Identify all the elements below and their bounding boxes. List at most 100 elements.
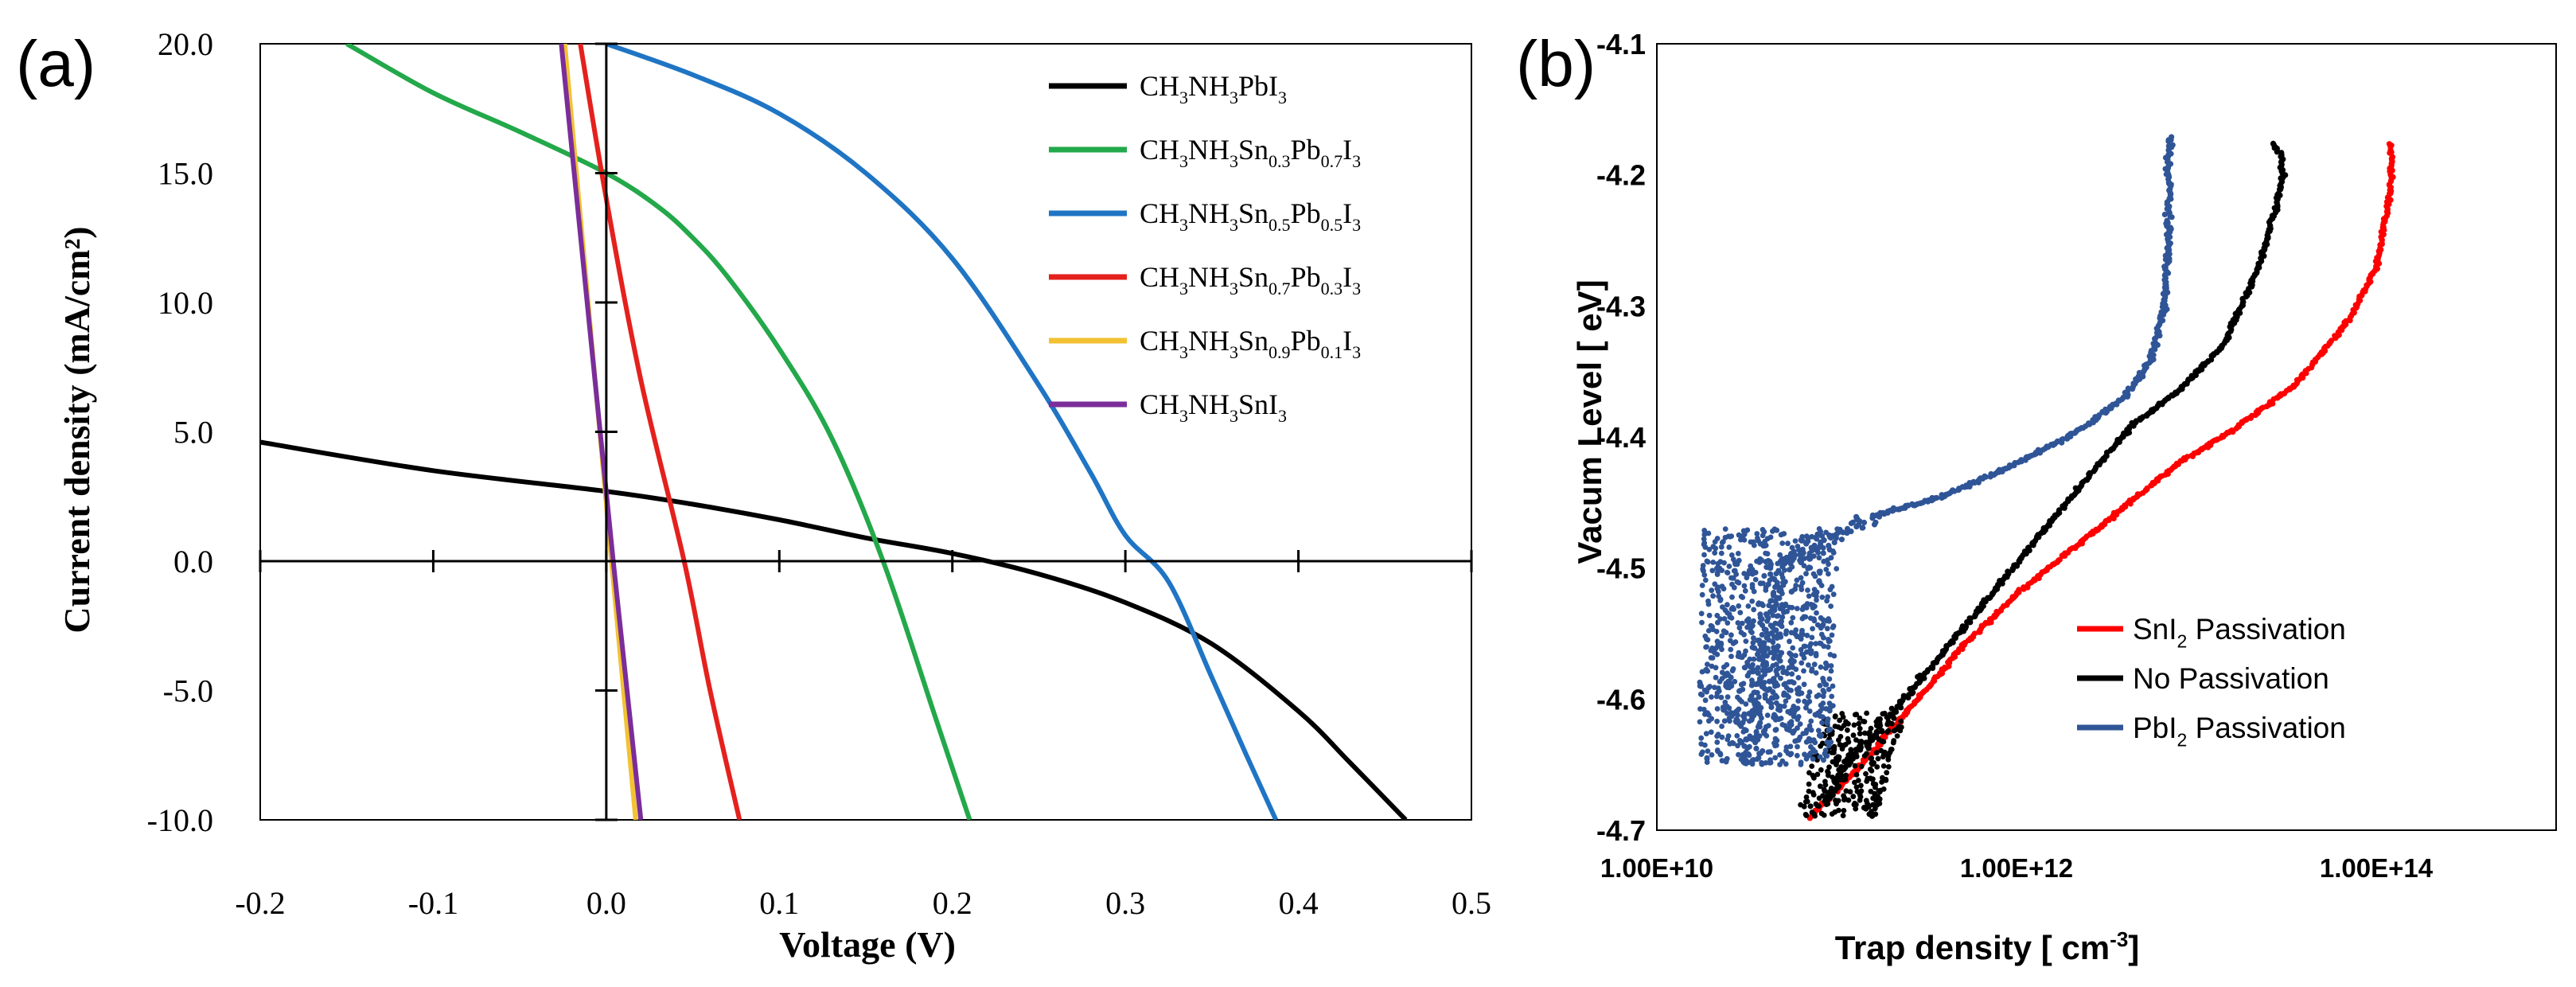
panel-b-scatter-point bbox=[1754, 531, 1760, 536]
panel-b-scatter-point bbox=[1820, 693, 1826, 700]
panel-b-scatter-point bbox=[1777, 657, 1783, 664]
panel-b-scatter-point bbox=[1714, 565, 1720, 572]
panel-a-legend-label: CH3NH3Sn0.9Pb0.1I3 bbox=[1140, 325, 1361, 362]
panel-b-scatter-point bbox=[1726, 611, 1732, 618]
panel-b-scatter-point bbox=[1729, 594, 1735, 600]
panel-b-scatter-point bbox=[1818, 583, 1825, 588]
panel-b-scatter-point bbox=[1801, 563, 1807, 568]
panel-b-scatter-point bbox=[1806, 550, 1813, 556]
panel-b-scatter-point bbox=[1877, 787, 1884, 794]
panel-b-scatter-point bbox=[1762, 695, 1768, 701]
panel-b-scatter-point bbox=[1803, 704, 1809, 711]
panel-b-scatter-point bbox=[2095, 413, 2102, 419]
panel-b-scatter-point bbox=[1738, 756, 1744, 763]
panel-b-scatter-point bbox=[1699, 619, 1705, 626]
panel-b-series-dots-2 bbox=[1798, 140, 2289, 819]
panel-b-scatter-point bbox=[1835, 785, 1841, 791]
panel-b-scatter-point bbox=[1757, 724, 1763, 730]
panel-b-scatter-point bbox=[1806, 788, 1812, 794]
panel-b-scatter-point bbox=[1763, 733, 1770, 739]
panel-b-scatter-point bbox=[1900, 692, 1907, 699]
panel-b-scatter-point bbox=[1829, 811, 1835, 817]
panel-b-scatter-point bbox=[1763, 587, 1769, 593]
panel-b-scatter-point bbox=[1794, 606, 1800, 611]
panel-b-scatter-point bbox=[1704, 755, 1710, 761]
panel-b-scatter-point bbox=[1718, 694, 1724, 700]
panel-b-scatter-point bbox=[1799, 651, 1805, 657]
panel-b-scatter-point bbox=[1808, 727, 1814, 733]
panel-a-label: (a) bbox=[16, 28, 95, 100]
panel-b-scatter-point bbox=[1788, 688, 1795, 693]
panel-b-scatter-point bbox=[1948, 638, 1955, 645]
panel-b-scatter-point bbox=[1749, 582, 1756, 587]
panel-b-scatter-point bbox=[1705, 628, 1712, 634]
panel-b-scatter-point bbox=[1781, 692, 1787, 698]
panel-b-scatter-point bbox=[1818, 664, 1824, 670]
panel-b-scatter-point bbox=[1879, 728, 1885, 734]
panel-b-scatter-point bbox=[1756, 600, 1762, 606]
panel-b-scatter-point bbox=[1875, 755, 1881, 762]
panel-b-scatter-point bbox=[1779, 591, 1785, 597]
panel-b-scatter-point bbox=[1771, 740, 1777, 746]
panel-b-scatter-point bbox=[2188, 373, 2195, 379]
panel-b-scatter-point bbox=[1748, 624, 1755, 630]
panel-b-scatter-point bbox=[1761, 529, 1767, 535]
panel-b-scatter-point bbox=[1705, 661, 1710, 667]
panel-b-scatter-point bbox=[2386, 141, 2392, 147]
panel-b-scatter-point bbox=[1813, 641, 1819, 646]
panel-b-scatter-point bbox=[1714, 612, 1721, 618]
panel-b-scatter-point bbox=[1715, 731, 1721, 738]
panel-b-scatter-point bbox=[1843, 788, 1849, 794]
panel-b-scatter-point bbox=[1828, 555, 1834, 561]
panel-b-scatter-point bbox=[1777, 622, 1783, 628]
panel-b-scatter-point bbox=[1767, 571, 1774, 577]
panel-b-scatter-point bbox=[1817, 682, 1823, 689]
panel-b-scatter-point bbox=[1778, 532, 1784, 538]
panel-b-scatter-point bbox=[1791, 550, 1797, 556]
panel-b-scatter-point bbox=[1779, 758, 1786, 764]
panel-b-scatter-point bbox=[1721, 718, 1728, 724]
panel-b-scatter-point bbox=[1877, 723, 1884, 728]
panel-b-scatter-point bbox=[1704, 759, 1710, 765]
panel-b-scatter-point bbox=[1709, 655, 1716, 661]
panel-b-scatter-point bbox=[1741, 743, 1748, 749]
panel-b-scatter-point bbox=[1883, 776, 1889, 782]
panel-b-scatter-point bbox=[1759, 715, 1764, 721]
panel-b-scatter-point bbox=[1851, 722, 1857, 728]
panel-b-scatter-point bbox=[1724, 670, 1730, 677]
panel-b-scatter-point bbox=[1850, 794, 1857, 800]
panel-b-scatter-point bbox=[1898, 718, 1904, 724]
panel-b-scatter-point bbox=[1749, 677, 1755, 683]
panel-b-scatter-point bbox=[1830, 787, 1836, 794]
panel-b-scatter-point bbox=[1807, 750, 1814, 756]
panel-b-scatter-point bbox=[1800, 538, 1806, 544]
panel-b-scatter-point bbox=[1702, 577, 1709, 583]
panel-b-scatter-point bbox=[1800, 731, 1806, 736]
panel-b-scatter-point bbox=[1799, 549, 1806, 555]
panel-b-scatter-point bbox=[1810, 792, 1817, 798]
panel-b-scatter-point bbox=[1699, 583, 1705, 588]
panel-b-scatter-point bbox=[1879, 738, 1885, 744]
panel-b-scatter-point bbox=[1754, 756, 1760, 763]
panel-b-scatter-point bbox=[1755, 701, 1761, 708]
panel-b-scatter-point bbox=[1702, 697, 1709, 704]
panel-b-scatter-point bbox=[1831, 743, 1837, 750]
panel-b-scatter-point bbox=[1885, 728, 1892, 734]
panel-b-scatter-point bbox=[1722, 607, 1728, 613]
panel-b-scatter-point bbox=[1813, 670, 1819, 676]
panel-b-scatter-point bbox=[1798, 802, 1804, 808]
panel-b-scatter-point bbox=[1813, 650, 1819, 657]
panel-b-scatter-point bbox=[1815, 545, 1822, 551]
panel-b-scatter-point bbox=[1706, 718, 1712, 724]
panel-b-scatter-point bbox=[1853, 806, 1859, 812]
panel-a-legend-label: CH3NH3Sn0.5Pb0.5I3 bbox=[1140, 197, 1361, 235]
panel-b-scatter-point bbox=[1748, 664, 1754, 670]
panel-b-scatter-point bbox=[1800, 604, 1806, 611]
panel-b-scatter-point bbox=[1713, 629, 1720, 634]
panel-b-y-axis-label: Vacum Level [ eV] bbox=[1571, 279, 1608, 564]
panel-b-scatter-point bbox=[1807, 556, 1814, 562]
panel-b-scatter-point bbox=[1748, 539, 1754, 545]
panel-b-scatter-point bbox=[1743, 648, 1748, 654]
panel-b-scatter-point bbox=[1826, 571, 1831, 577]
panel-b-scatter-point bbox=[1709, 752, 1715, 758]
